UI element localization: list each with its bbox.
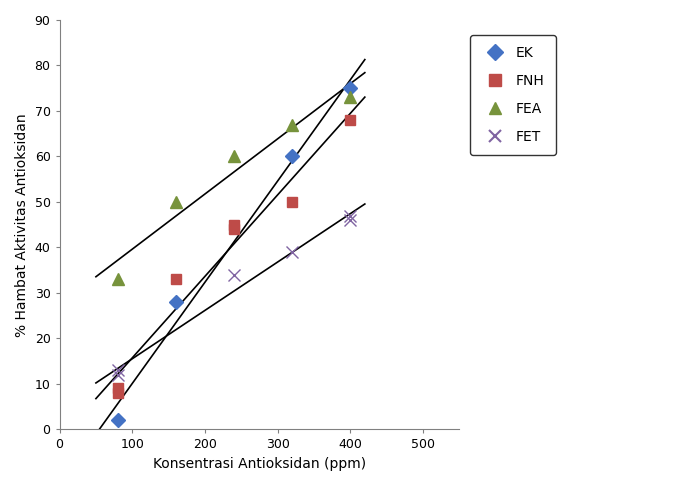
FEA <box>288 122 297 127</box>
EK <box>114 417 122 423</box>
EK <box>346 86 355 91</box>
X-axis label: Konsentrasi Antioksidan (ppm): Konsentrasi Antioksidan (ppm) <box>153 457 366 471</box>
Line: FNH: FNH <box>113 115 355 398</box>
FET <box>114 367 122 373</box>
FEA <box>172 199 180 205</box>
FET <box>288 249 297 255</box>
Line: EK: EK <box>113 84 355 425</box>
FEA <box>114 277 122 282</box>
FNH <box>288 199 297 205</box>
FET <box>230 272 238 278</box>
Line: FET: FET <box>112 210 356 381</box>
FET <box>346 217 355 223</box>
Legend: EK, FNH, FEA, FET: EK, FNH, FEA, FET <box>470 35 556 155</box>
Line: FEA: FEA <box>112 92 356 285</box>
FET <box>346 213 355 219</box>
FNH <box>230 226 238 232</box>
FET <box>114 372 122 378</box>
FNH <box>346 117 355 123</box>
FEA <box>230 154 238 159</box>
Y-axis label: % Hambat Aktivitas Antioksidan: % Hambat Aktivitas Antioksidan <box>15 113 29 336</box>
FNH <box>114 385 122 391</box>
EK <box>288 154 297 159</box>
FNH <box>114 390 122 396</box>
FNH <box>230 222 238 227</box>
EK <box>172 299 180 305</box>
FEA <box>346 94 355 100</box>
FNH <box>172 277 180 282</box>
